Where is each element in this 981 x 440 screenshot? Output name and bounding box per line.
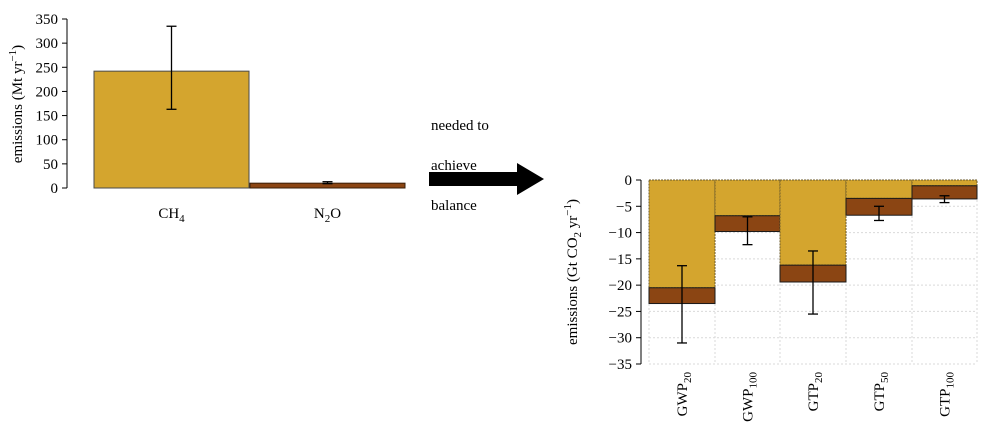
x-tick-label: GTP20 xyxy=(806,372,825,412)
bar-ch4-gtp100 xyxy=(911,179,978,187)
y-tick-label: −5 xyxy=(616,199,632,215)
arrow-shaft xyxy=(429,172,519,186)
arrow-head xyxy=(517,163,544,195)
y-tick-label: 150 xyxy=(36,109,59,125)
y-axis-label: emissions (Gt CO2 yr−1) xyxy=(562,199,584,345)
arrow-annotation: needed to achieve balance xyxy=(431,96,541,236)
right-arrow-icon xyxy=(429,163,544,195)
annotation-line-3: balance xyxy=(431,198,477,214)
y-tick-label: −15 xyxy=(609,252,632,268)
y-tick-label: 100 xyxy=(36,133,59,149)
bar-ch4-gwp100 xyxy=(714,179,781,217)
y-tick-label: 0 xyxy=(625,173,633,189)
bar-ch4-gtp50 xyxy=(845,179,913,199)
y-axis-label: emissions (Mt yr−1) xyxy=(7,45,26,163)
bar-ch4 xyxy=(93,70,250,189)
y-tick-label: −25 xyxy=(609,304,632,320)
annotation-line-2: achieve xyxy=(431,158,477,174)
x-tick-label: GTP100 xyxy=(938,372,957,417)
y-tick-label: −10 xyxy=(609,226,632,242)
y-tick-label: 0 xyxy=(51,181,59,197)
x-tick-label: GWP100 xyxy=(741,372,760,422)
x-tick-label: CH4 xyxy=(158,206,185,225)
y-tick-label: 300 xyxy=(36,36,59,52)
y-tick-label: 50 xyxy=(43,157,58,173)
x-tick-label: GTP50 xyxy=(872,372,891,412)
x-tick-label: N2O xyxy=(314,206,341,225)
right-chart: 0 −5 −10 −15 −20 −25 −30 −35 GWP20 GWP100 GTP20 GTP… xyxy=(562,173,978,422)
y-tick-label: −30 xyxy=(609,331,632,347)
y-tick-label: 200 xyxy=(36,84,59,100)
left-chart: 0 50 100 150 200 250 300 350 CH4 N2O emissions (Mt… xyxy=(7,12,406,225)
x-tick-label: GWP20 xyxy=(675,372,694,417)
y-tick-label: 350 xyxy=(36,12,59,28)
annotation-line-1: needed to xyxy=(431,118,489,134)
y-tick-label: −35 xyxy=(609,357,632,373)
y-tick-label: −20 xyxy=(609,278,632,294)
y-tick-label: 250 xyxy=(36,60,59,76)
